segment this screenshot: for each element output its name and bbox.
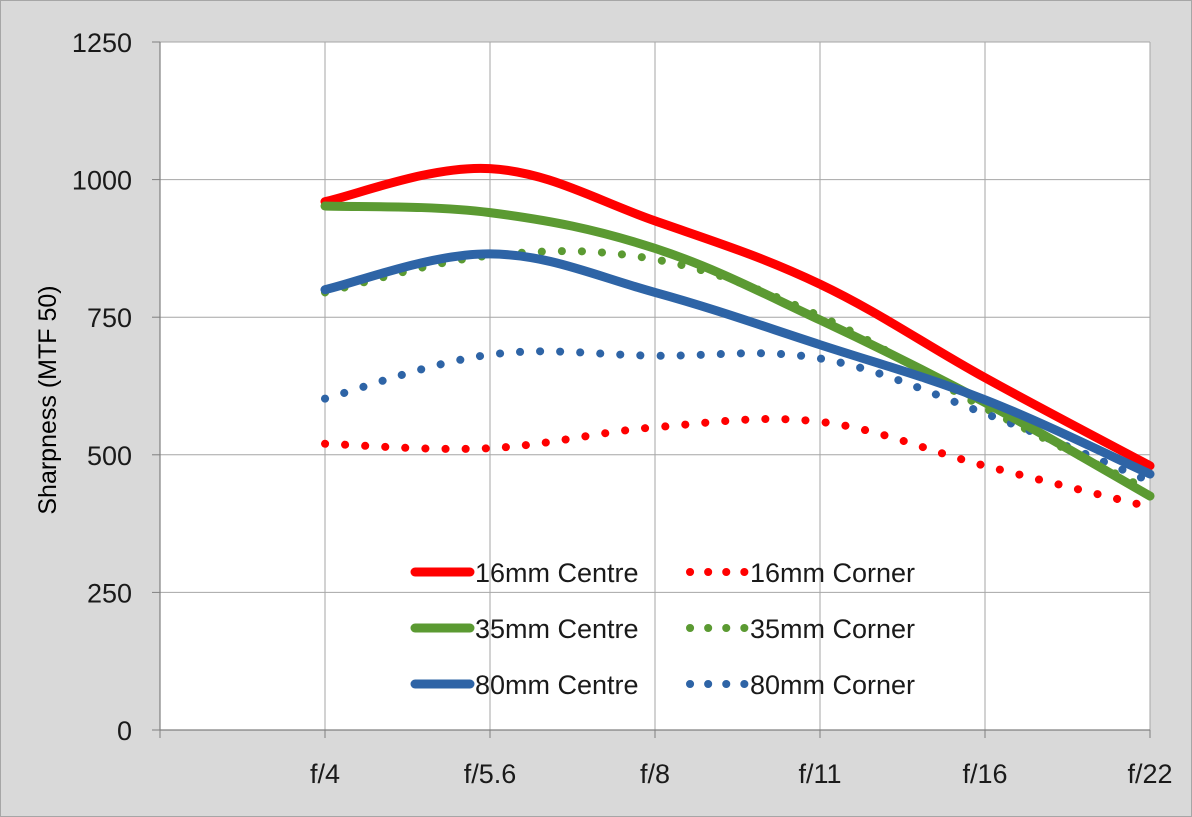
y-tick-label: 1250 [72, 28, 132, 58]
series-line-80mm-corner [321, 347, 1154, 486]
series-line-16mm-centre [320, 163, 1155, 471]
legend-label: 80mm Corner [750, 670, 915, 700]
series-line-80mm-centre [320, 249, 1155, 479]
x-tick-label: f/8 [640, 759, 670, 789]
y-tick-label: 750 [87, 303, 132, 333]
y-tick-label: 0 [117, 716, 132, 746]
x-tick-label: f/16 [962, 759, 1007, 789]
x-tick-label: f/11 [798, 759, 841, 789]
x-tick-label: f/4 [310, 759, 340, 789]
y-tick-label: 250 [87, 578, 132, 608]
legend-label: 35mm Corner [750, 614, 915, 644]
x-tick-label: f/22 [1127, 759, 1172, 789]
x-tick-label: f/5.6 [464, 759, 517, 789]
legend-label: 16mm Corner [750, 558, 915, 588]
legend: 16mm Centre 16mm Corner 35mm Centre 35mm Co… [410, 558, 915, 700]
legend-label: 16mm Centre [475, 558, 639, 588]
series-line-35mm-centre [320, 201, 1155, 501]
legend-label: 35mm Centre [475, 614, 639, 644]
legend-label: 80mm Centre [475, 670, 639, 700]
y-tick-label: 500 [87, 441, 132, 471]
y-axis-label: Sharpness (MTF 50) [34, 285, 62, 514]
y-tick-label: 1000 [72, 166, 132, 196]
